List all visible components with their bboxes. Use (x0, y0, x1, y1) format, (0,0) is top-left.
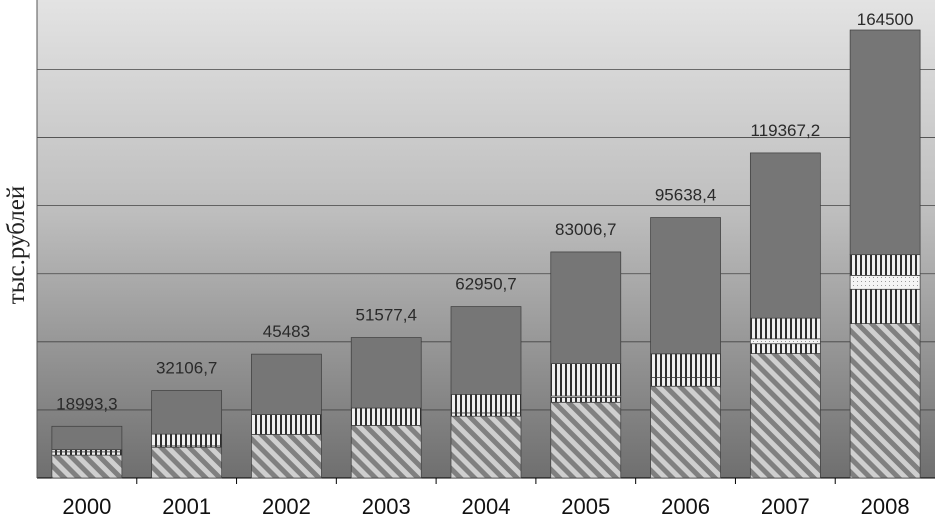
x-tick-label: 2003 (362, 494, 411, 519)
x-tick-label: 2008 (861, 494, 910, 519)
bar-segment (151, 390, 223, 435)
bar-total-label: 32106,7 (156, 359, 217, 378)
y-axis-label: тыс.рублей (3, 186, 30, 304)
bar-segment (849, 275, 921, 290)
bar-total-label: 18993,3 (56, 394, 117, 413)
x-tick-label: 2005 (561, 494, 610, 519)
bar-segment (849, 254, 921, 276)
bar-segment (51, 454, 123, 479)
bar-segment (450, 415, 522, 479)
bar-segment (350, 337, 422, 409)
bar-total-label: 119367,2 (751, 121, 821, 140)
bar-total-label: 83006,7 (555, 220, 616, 239)
bar-segment (749, 152, 821, 319)
bar-segment (450, 412, 522, 417)
bar-segment (650, 217, 721, 355)
bar-total-label: 51577,4 (355, 306, 416, 325)
bar-segment (650, 385, 721, 479)
bar-total-label: 95638,4 (655, 186, 716, 205)
bar-segment (251, 414, 322, 435)
bar-segment (51, 425, 123, 451)
bar-segment (350, 407, 422, 426)
bar-total-label: 62950,7 (455, 275, 516, 294)
bar-segment (550, 397, 622, 403)
bar-segment (151, 446, 223, 479)
bar-segment (749, 353, 821, 479)
bar-segment (350, 425, 422, 479)
x-tick-label: 2007 (761, 494, 810, 519)
bar-segment (849, 29, 921, 256)
bar-segment (450, 306, 522, 395)
bar-segment (251, 353, 322, 415)
bar-segment (849, 323, 921, 479)
bar-segment (550, 251, 622, 364)
bar-segment (749, 317, 821, 340)
bars-group (51, 29, 921, 479)
bar-segment (749, 343, 821, 354)
bar-total-label: 164500 (857, 10, 914, 29)
bar-total-label: 45483 (263, 322, 310, 341)
bar-segment (749, 338, 821, 345)
bar-segment (550, 401, 622, 479)
x-tick-label: 2004 (462, 494, 511, 519)
x-tick-label: 2002 (262, 494, 311, 519)
x-tick-label: 2006 (661, 494, 710, 519)
bar-segment (51, 451, 123, 456)
bar-segment (251, 434, 322, 479)
bar-segment (650, 377, 721, 387)
bar-segment (450, 394, 522, 414)
bar-segment (849, 288, 921, 324)
x-tick-label: 2000 (62, 494, 111, 519)
x-tick-labels-group: 2000 2001 2002 2003 2004 2005 2006 2007 2008 (62, 478, 910, 519)
x-tick-label: 2001 (162, 494, 211, 519)
bar-segment (650, 353, 721, 378)
bar-segment (550, 363, 622, 397)
data-labels-group: 18993,3 32106,7 45483 51577,4 62950,7 83006,7… (56, 10, 913, 413)
bar-segment (151, 433, 223, 447)
